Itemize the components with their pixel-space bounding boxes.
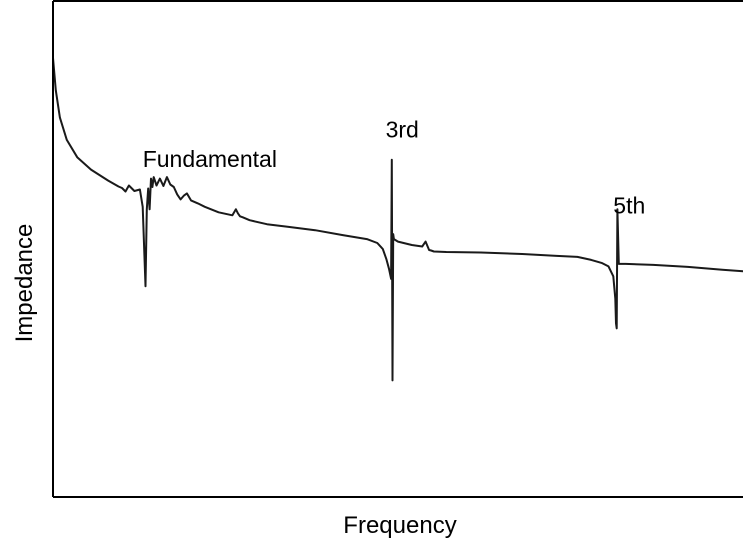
y-axis-title: Impedance xyxy=(11,224,38,343)
impedance-curve xyxy=(52,57,743,382)
annotations: Fundamental 3rd 5th xyxy=(143,116,646,218)
axes xyxy=(52,0,743,498)
annotation-label: 3rd xyxy=(386,116,419,142)
plot-area xyxy=(52,57,743,382)
x-axis-title: Frequency xyxy=(343,512,456,539)
annotation-label: 5th xyxy=(613,192,645,218)
annotation-label: Fundamental xyxy=(143,146,277,172)
